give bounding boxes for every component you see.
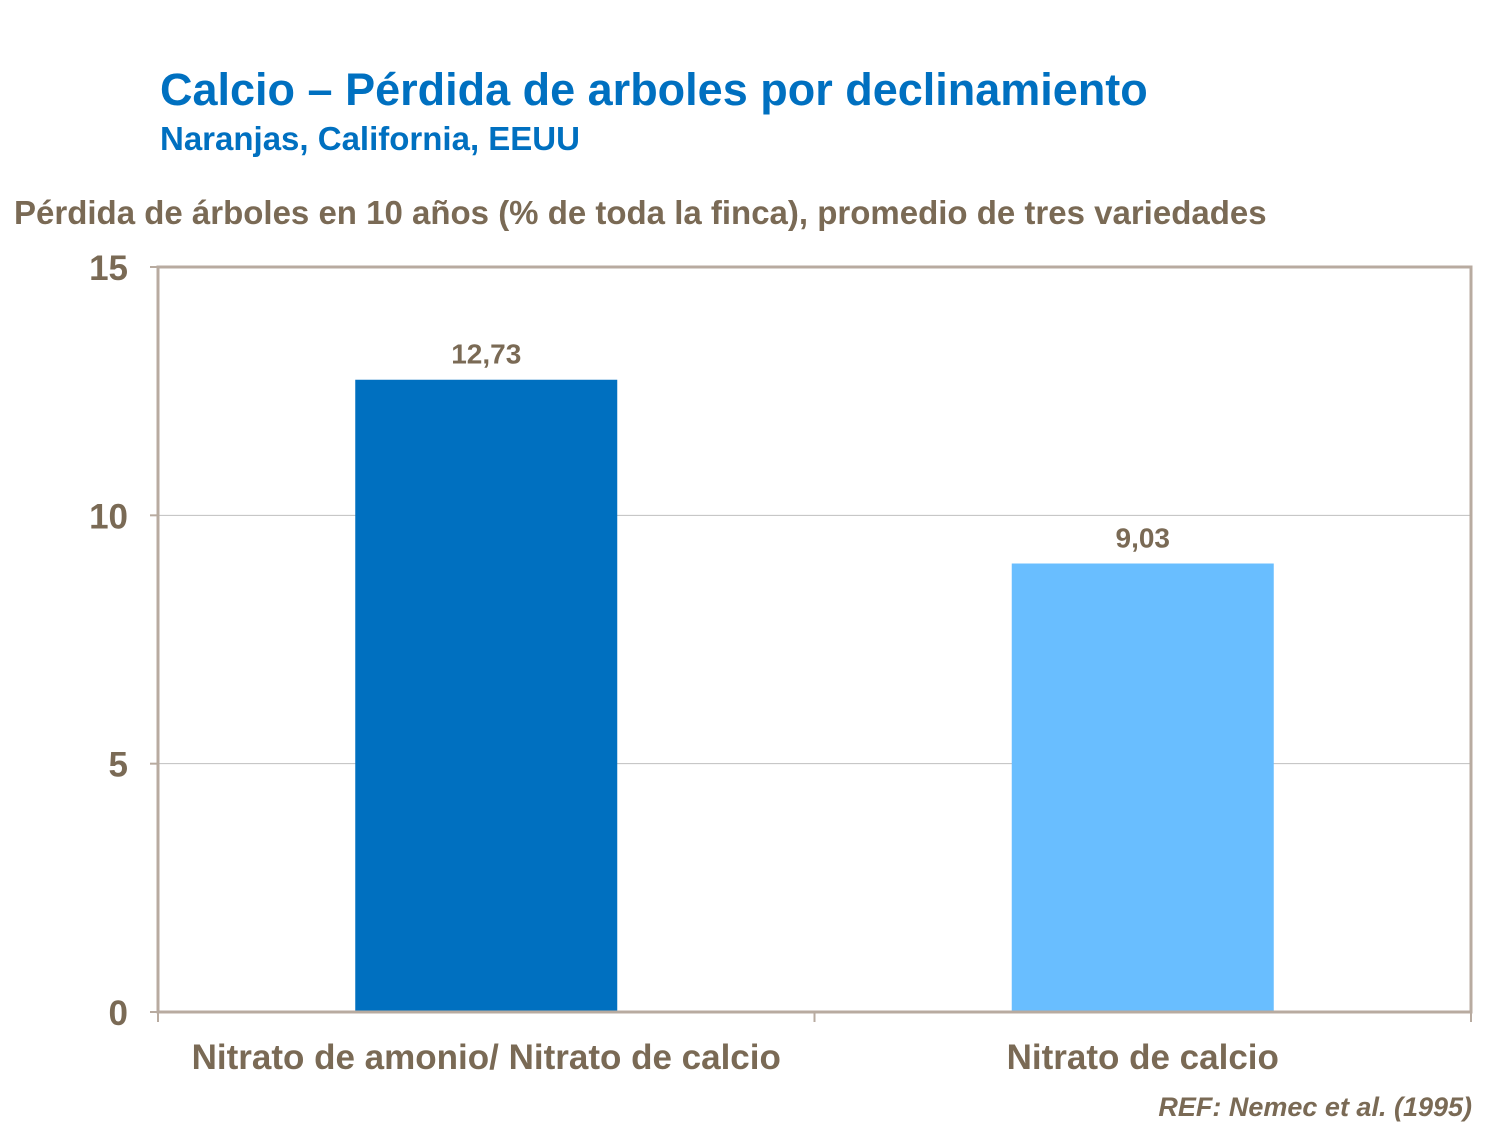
reference-note: REF: Nemec et al. (1995) <box>1158 1092 1472 1122</box>
x-tick-label: Nitrato de amonio/ Nitrato de calcio <box>192 1038 781 1077</box>
y-tick-label: 0 <box>109 994 128 1033</box>
bar <box>1011 563 1274 1012</box>
data-label: 9,03 <box>1116 523 1171 554</box>
y-tick-label: 10 <box>89 497 128 536</box>
y-tick-label: 5 <box>109 746 128 785</box>
chart-title: Calcio – Pérdida de arboles por declinam… <box>160 64 1148 115</box>
plot-frame <box>156 265 1473 1014</box>
y-tick-label: 15 <box>89 249 128 288</box>
chart-subtitle: Naranjas, California, EEUU <box>160 120 580 157</box>
y-axis-label: Pérdida de árboles en 10 años (% de toda… <box>14 194 1267 231</box>
bar <box>355 379 618 1012</box>
data-label: 12,73 <box>451 339 521 370</box>
x-tick-label: Nitrato de calcio <box>1007 1038 1279 1077</box>
